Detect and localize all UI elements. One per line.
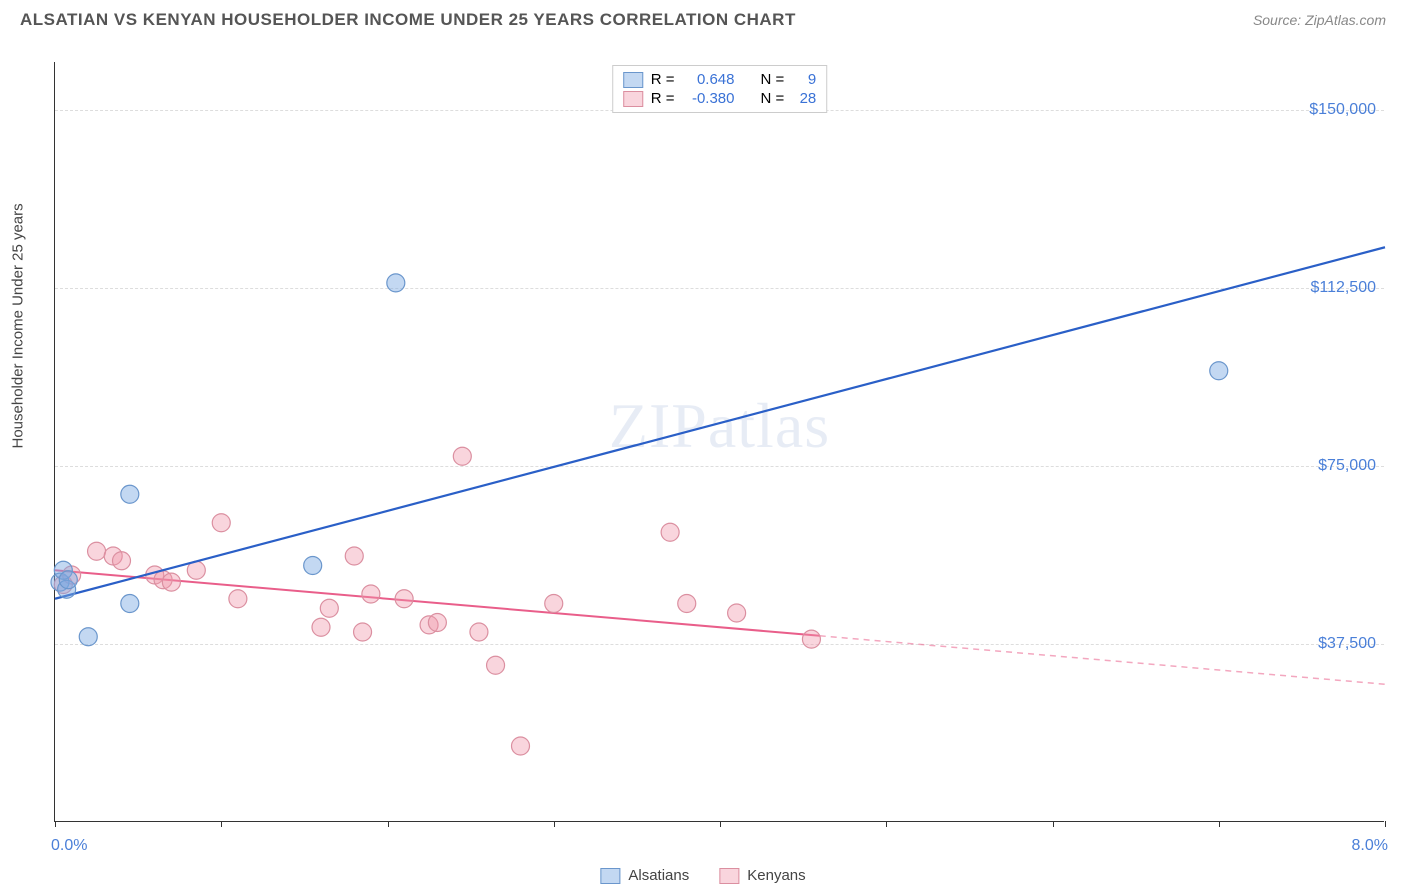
point-alsatians [1210,362,1228,380]
x-tick [1053,821,1054,827]
n-value-alsatians: 9 [792,71,816,88]
source-label: Source: ZipAtlas.com [1253,12,1386,28]
x-tick [1219,821,1220,827]
point-kenyans [212,514,230,532]
point-kenyans [661,523,679,541]
chart-plot-area: ZIPatlas $37,500$75,000$112,500$150,000 … [54,62,1384,822]
y-axis-title: Householder Income Under 25 years [10,203,27,448]
series-legend: Alsatians Kenyans [600,867,805,884]
x-tick [388,821,389,827]
point-kenyans [362,585,380,603]
x-min-label: 0.0% [51,837,87,855]
x-tick [55,821,56,827]
swatch-kenyans [719,868,739,884]
point-kenyans [395,590,413,608]
x-tick [886,821,887,827]
point-alsatians [121,595,139,613]
point-kenyans [545,595,563,613]
point-kenyans [728,604,746,622]
n-label: N = [761,90,785,107]
point-kenyans [802,630,820,648]
point-alsatians [121,485,139,503]
trend-line-kenyans-dashed [820,636,1385,684]
swatch-alsatians [600,868,620,884]
source-name: ZipAtlas.com [1305,12,1386,28]
r-label: R = [651,71,675,88]
r-label: R = [651,90,675,107]
r-value-alsatians: 0.648 [683,71,735,88]
legend-label-kenyans: Kenyans [747,867,805,884]
point-alsatians [387,274,405,292]
x-tick [221,821,222,827]
point-kenyans [88,542,106,560]
swatch-alsatians [623,72,643,88]
point-kenyans [512,737,530,755]
point-kenyans [162,573,180,591]
point-alsatians [304,557,322,575]
legend-label-alsatians: Alsatians [628,867,689,884]
x-tick [720,821,721,827]
x-tick [554,821,555,827]
x-tick [1385,821,1386,827]
point-alsatians [79,628,97,646]
n-label: N = [761,71,785,88]
n-value-kenyans: 28 [792,90,816,107]
point-kenyans [678,595,696,613]
source-prefix: Source: [1253,12,1305,28]
point-kenyans [229,590,247,608]
point-kenyans [345,547,363,565]
point-alsatians [59,571,77,589]
point-kenyans [320,599,338,617]
chart-title: ALSATIAN VS KENYAN HOUSEHOLDER INCOME UN… [20,10,796,30]
point-kenyans [487,656,505,674]
scatter-plot [55,62,1384,821]
swatch-kenyans [623,91,643,107]
point-kenyans [312,618,330,636]
correlation-legend: R = 0.648 N = 9 R = -0.380 N = 28 [612,65,828,113]
r-value-kenyans: -0.380 [683,90,735,107]
point-kenyans [453,447,471,465]
legend-item-alsatians: Alsatians [600,867,689,884]
point-kenyans [428,614,446,632]
x-max-label: 8.0% [1352,837,1388,855]
point-kenyans [354,623,372,641]
legend-item-kenyans: Kenyans [719,867,805,884]
legend-row-kenyans: R = -0.380 N = 28 [623,89,817,108]
point-kenyans [113,552,131,570]
trend-line-alsatians [55,247,1385,599]
point-kenyans [470,623,488,641]
legend-row-alsatians: R = 0.648 N = 9 [623,70,817,89]
